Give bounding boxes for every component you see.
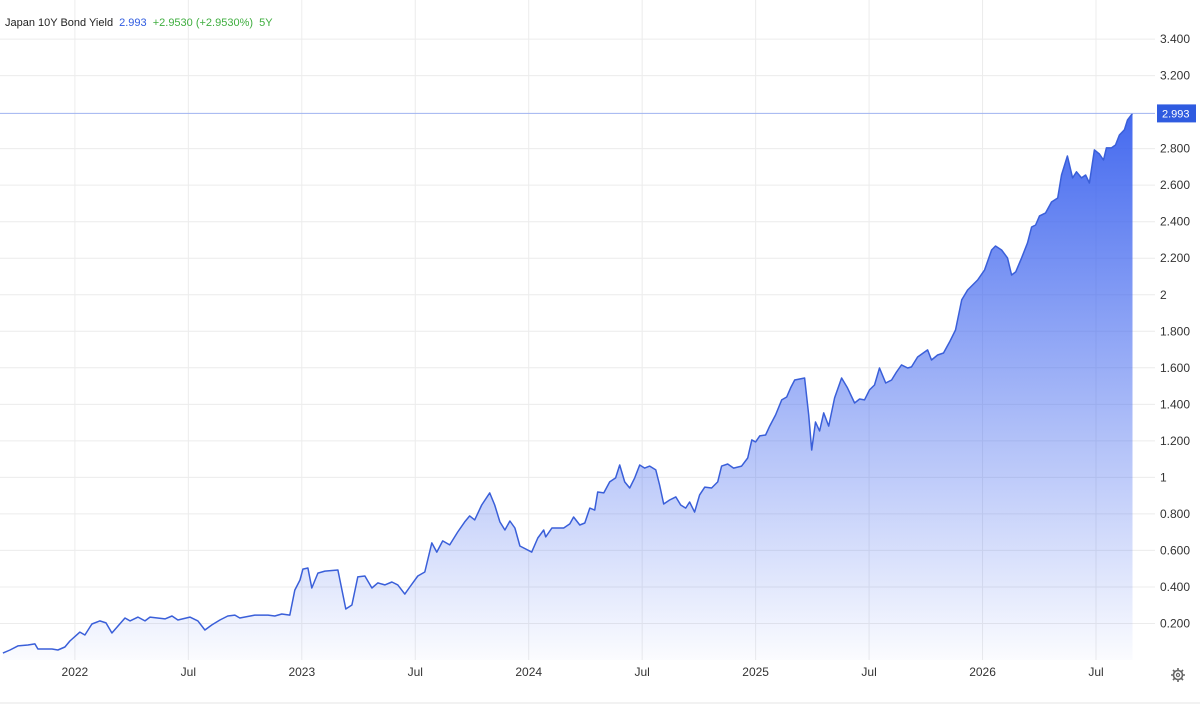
y-tick-label: 0.400 [1160,580,1190,594]
x-tick-label: Jul [408,665,423,679]
line [2,112,1134,654]
y-tick-label: 2.200 [1160,251,1190,265]
plot [0,112,1155,660]
gear-hub [1175,672,1181,678]
chart-header: Japan 10Y Bond Yield 2.993 +2.9530 (+2.9… [5,17,273,29]
x-tick-label: Jul [1088,665,1103,679]
y-tick-label: 3.200 [1160,69,1190,83]
y-tick-label: 2 [1160,288,1167,302]
y-tick-label: 1.400 [1160,397,1190,411]
y-tick-label: 1.800 [1160,324,1190,338]
last-value-badge [1157,104,1196,123]
gear-teeth [1171,668,1185,682]
x-tick-label: Jul [181,665,196,679]
y-tick-label: 0.800 [1160,507,1190,521]
y-tick-label: 3.400 [1160,32,1190,46]
y-tick-label: 2.800 [1160,142,1190,156]
period: 5Y [259,17,273,29]
last-value-label: 2.993 [1162,108,1190,120]
y-tick-label: 0.600 [1160,543,1190,557]
y-tick-label: 0.200 [1160,616,1190,630]
gear-ring [1172,669,1184,681]
chart-title: Japan 10Y Bond Yield [5,17,113,29]
x-tick-label: 2022 [62,665,89,679]
x-tick-label: 2026 [969,665,996,679]
x-tick-label: Jul [634,665,649,679]
axes: 0.200 0.400 0.600 0.800 1 1.200 1.400 1.600 1.80… [62,32,1196,679]
y-tick-label: 1.200 [1160,434,1190,448]
last-value: 2.993 [119,17,147,29]
y-tick-label: 1.600 [1160,361,1190,375]
x-tick-label: 2023 [288,665,315,679]
change: +2.9530 (+2.9530%) [153,17,253,29]
x-tick-label: 2024 [515,665,542,679]
x-tick-label: 2025 [742,665,769,679]
y-tick-label: 2.600 [1160,178,1190,192]
x-tick-label: Jul [861,665,876,679]
area-fill [2,113,1133,660]
settings-icon[interactable] [1171,668,1185,682]
y-tick-label: 1 [1160,470,1167,484]
y-tick-label: 2.400 [1160,215,1190,229]
